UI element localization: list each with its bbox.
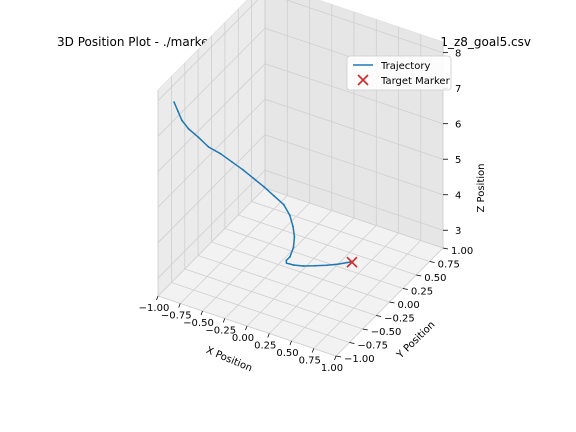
trajectory-point [288, 214, 291, 217]
z-gridline [157, 63, 444, 172]
trajectory-point [241, 168, 244, 171]
trajectory-point [262, 185, 265, 188]
trajectory-point [282, 203, 285, 206]
x-tick-label: 0.00 [232, 333, 254, 344]
axes-ticks: −1.00−0.75−0.50−0.250.000.250.500.751.00… [139, 49, 474, 374]
y-tick-label: −1.00 [344, 354, 375, 365]
x-tick-label: 0.50 [276, 348, 298, 359]
x-tick-label: −0.50 [183, 318, 214, 329]
x-tick-mark [289, 340, 292, 346]
y-tick-label: 0.50 [424, 273, 446, 284]
y-axis-label: Y Position [394, 319, 437, 361]
z-tick-label: 7 [455, 84, 461, 95]
trajectory-point [337, 263, 340, 265]
legend-entry-target-marker: Target Marker [380, 76, 451, 87]
trajectory-point [173, 101, 176, 104]
trajectory-point [313, 264, 316, 267]
trajectory-point [292, 225, 294, 228]
y-tick-label: 0.00 [398, 300, 420, 311]
y-tick-label: −0.75 [357, 341, 388, 352]
y-tick-mark [362, 328, 368, 331]
y-tick-mark [376, 315, 382, 317]
legend-target-marker-icon [357, 74, 369, 86]
trajectory-point [289, 255, 291, 258]
trajectory-point [325, 264, 328, 267]
trajectory-point [272, 194, 275, 197]
z-gridline [157, 169, 444, 279]
y-tick-mark [429, 261, 435, 263]
y-tick-mark [416, 274, 422, 277]
y-tick-mark [349, 342, 355, 344]
trajectory-point [293, 235, 296, 238]
y-gridline [237, 9, 417, 276]
z-gridline [157, 0, 444, 101]
x-tick-mark [267, 333, 270, 338]
x-tick-mark [334, 355, 337, 361]
trajectory-point [181, 119, 183, 122]
trajectory-point [345, 261, 348, 264]
x-axis-label: X Position [204, 345, 253, 374]
y-tick-label: 0.75 [438, 260, 460, 271]
z-gridline [157, 134, 444, 243]
trajectory-point [285, 262, 288, 264]
y-gridline [170, 76, 350, 343]
z-tick-label: 6 [455, 120, 461, 131]
trajectory-point [177, 110, 179, 113]
trajectory-point [187, 128, 190, 130]
y-gridline [184, 63, 363, 330]
y-gridline [211, 36, 390, 303]
plot-area [173, 101, 358, 268]
x-tick-label: −0.25 [205, 326, 236, 337]
x-tick-mark [245, 325, 248, 331]
y-tick-label: 0.25 [411, 287, 433, 298]
x-tick-label: 0.75 [299, 356, 321, 367]
y-tick-mark [442, 247, 449, 250]
target-marker [346, 256, 358, 268]
z-tick-label: 8 [455, 49, 461, 60]
x-tick-mark [200, 310, 203, 316]
trajectory-point [207, 146, 210, 148]
trajectory-point [292, 246, 295, 249]
x-tick-mark [178, 303, 181, 308]
y-gridline [224, 22, 404, 289]
z-tick-label: 4 [455, 191, 461, 202]
y-gridline [197, 49, 377, 316]
y-tick-mark [335, 355, 342, 358]
y-gridline [251, 0, 430, 262]
y-tick-label: 1.00 [451, 246, 473, 257]
z-tick-label: 3 [455, 226, 461, 237]
z-gridline [157, 98, 444, 208]
trajectory-point [219, 152, 222, 155]
z-tick-label: 5 [455, 155, 461, 166]
legend: Trajectory Target Marker [346, 55, 452, 91]
y-tick-mark [402, 288, 408, 290]
x-tick-mark [222, 318, 226, 323]
trajectory-point [252, 177, 255, 180]
x-tick-mark [156, 295, 159, 301]
trajectory-point [197, 136, 200, 139]
x-tick-mark [311, 348, 315, 353]
trajectory-point [230, 160, 233, 163]
trajectory-point [292, 264, 295, 266]
x-tick-label: 1.00 [321, 363, 343, 374]
trajectory-point [285, 259, 288, 262]
x-tick-label: 0.25 [254, 341, 276, 352]
y-tick-label: −0.50 [371, 327, 402, 338]
z-axis-label: Z Position [476, 164, 487, 213]
trajectory-point [302, 265, 305, 267]
legend-entry-trajectory: Trajectory [380, 61, 430, 72]
y-tick-label: −0.25 [384, 314, 415, 325]
x-tick-label: −1.00 [139, 303, 170, 314]
x-tick-label: −0.75 [161, 311, 192, 322]
y-tick-mark [389, 301, 395, 304]
